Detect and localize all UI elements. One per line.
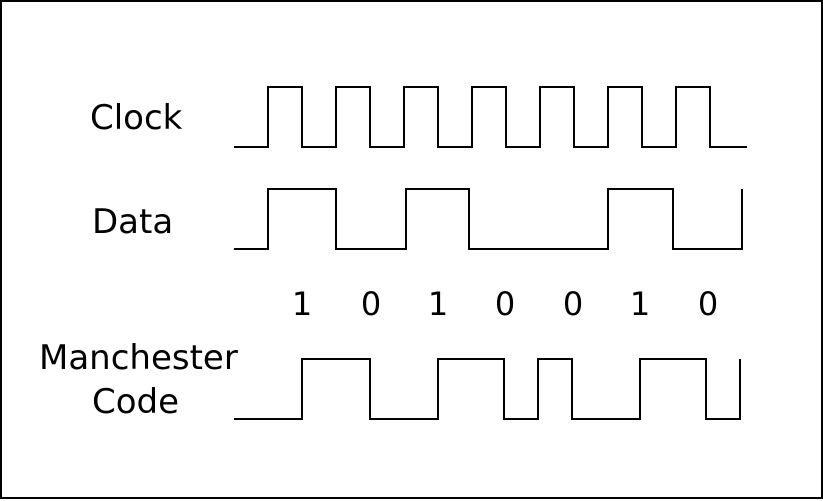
bit-label: 0 (360, 285, 382, 323)
bit-label: 0 (494, 285, 516, 323)
bit-label: 0 (562, 285, 584, 323)
bit-label: 1 (427, 285, 449, 323)
manchester-waveform (234, 358, 741, 420)
manchester-label-line1: Manchester (39, 338, 238, 378)
clock-label: Clock (90, 98, 183, 138)
data-waveform (234, 188, 743, 250)
bit-label: 1 (291, 285, 313, 323)
manchester-label-line2: Code (92, 382, 180, 422)
clock-waveform (234, 86, 747, 148)
data-label: Data (92, 202, 174, 242)
bit-label: 1 (629, 285, 651, 323)
bit-label: 0 (697, 285, 719, 323)
